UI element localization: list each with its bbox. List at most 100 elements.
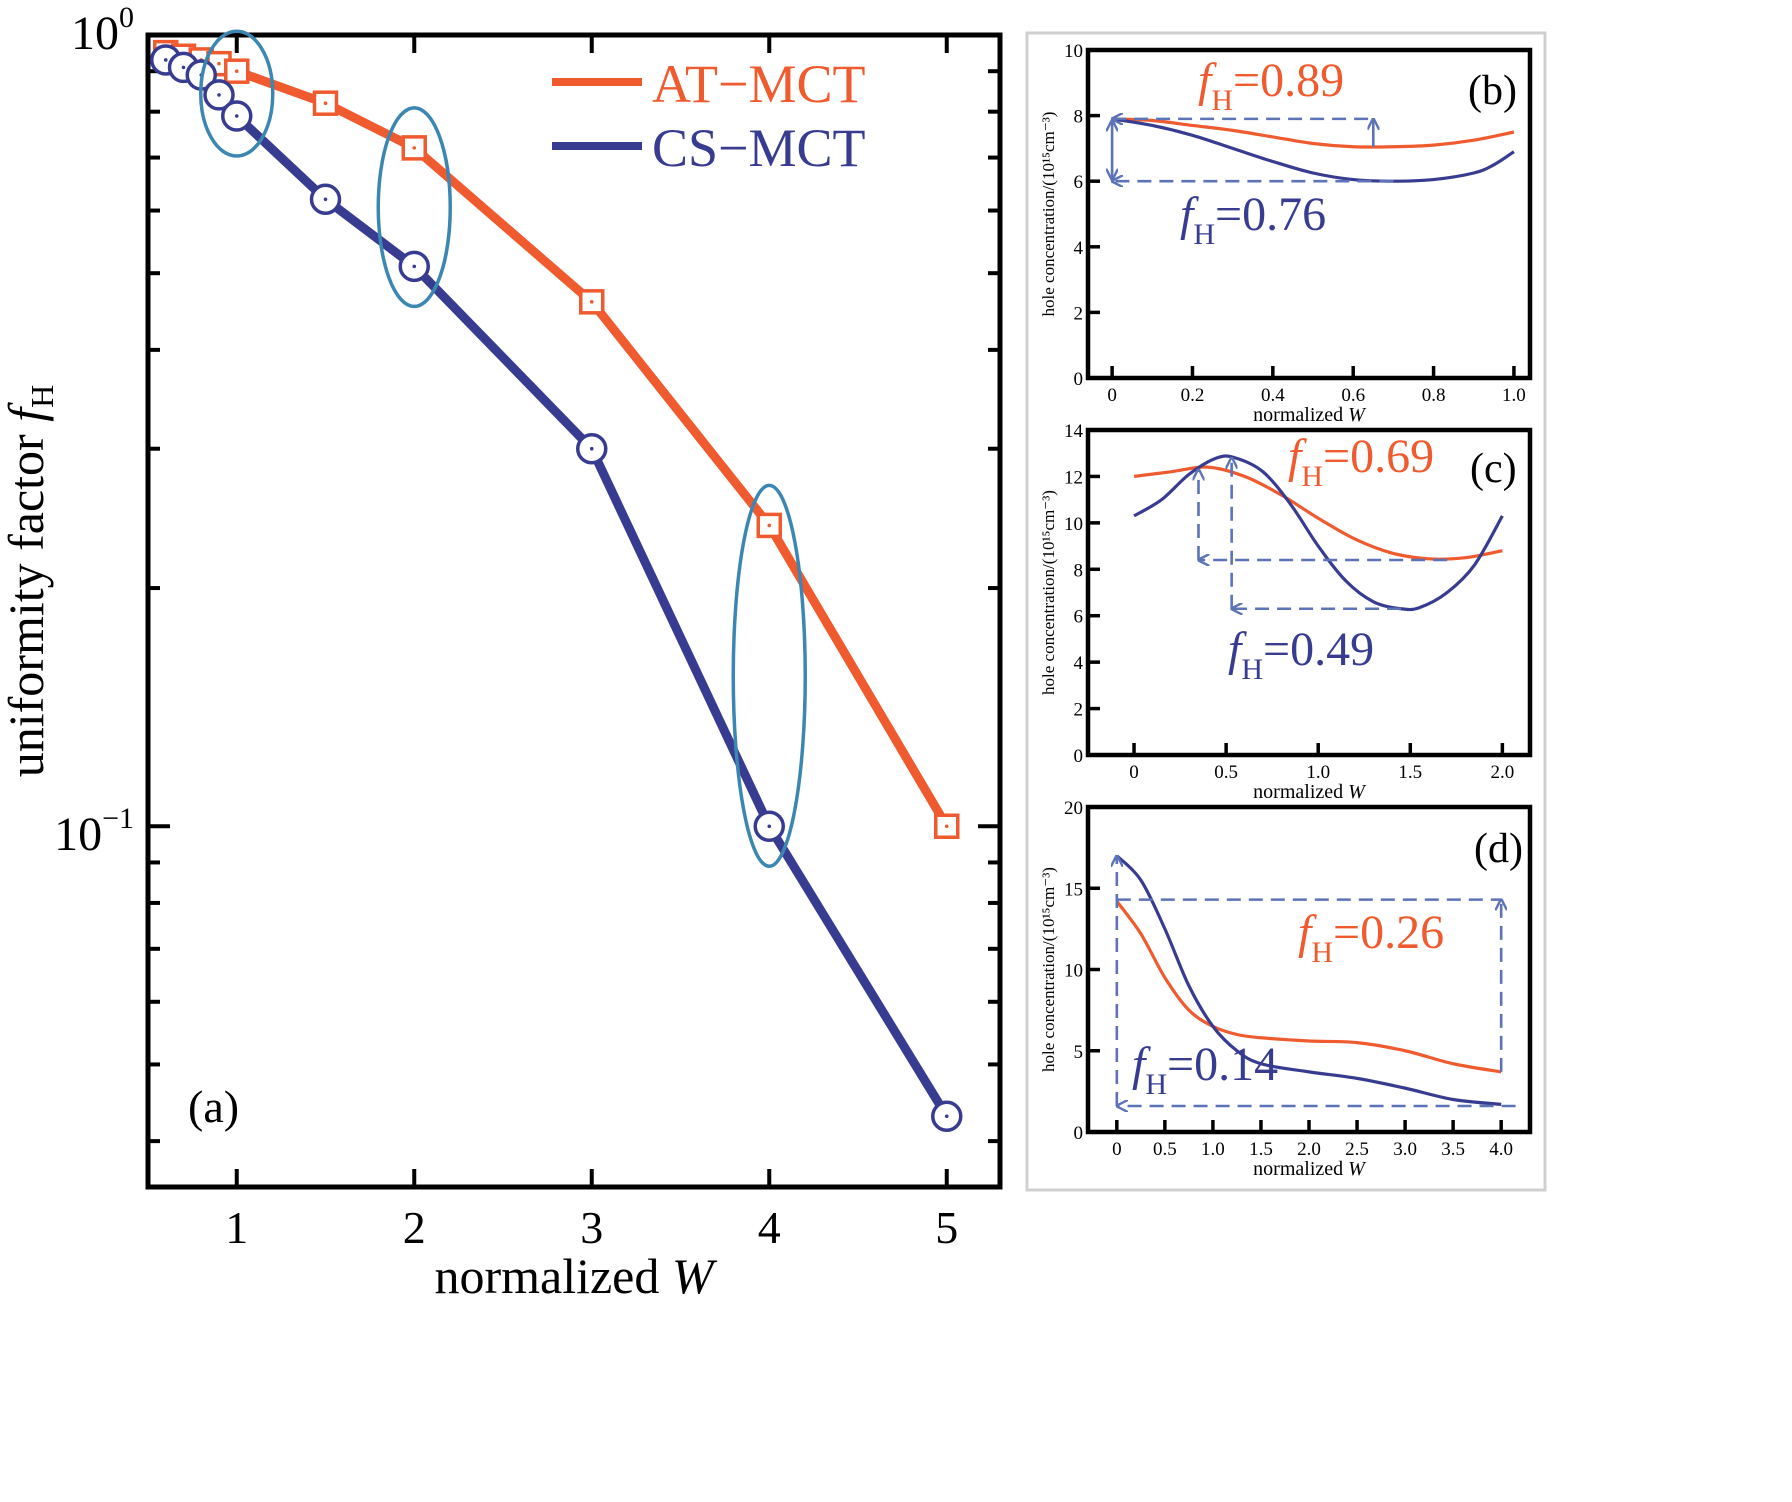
x-tick-label-d: 1.5 xyxy=(1249,1139,1273,1160)
y-tick-label-b: 4 xyxy=(1074,238,1084,259)
marker-dot xyxy=(412,264,417,269)
y-tick-label-d: 20 xyxy=(1064,798,1083,819)
panel-label-a: (a) xyxy=(188,1081,239,1132)
x-tick-label-c: 0.5 xyxy=(1214,762,1238,783)
marker-dot xyxy=(767,523,772,528)
legend-label-1: CS−MCT xyxy=(652,118,866,178)
x-tick-label-a: 5 xyxy=(935,1202,958,1253)
marker-dot xyxy=(234,69,239,74)
y-tick-label-d: 5 xyxy=(1074,1042,1084,1063)
panel-label-c: (c) xyxy=(1470,446,1517,492)
x-tick-label-b: 1.0 xyxy=(1502,385,1526,406)
panel-label-d: (d) xyxy=(1474,826,1523,872)
y-axis-label-d: hole concentration/(10¹⁵cm⁻³) xyxy=(1039,867,1058,1072)
plot-frame-c xyxy=(1085,427,1533,758)
series-line-1 xyxy=(164,55,951,1119)
x-axis-label-text: normalized xyxy=(434,1248,671,1304)
y-tick-label-a: 10−1 xyxy=(54,802,134,861)
panel-d: 0 0.5 1.0 1.5 2.0 2.5 3.0 3.5 4.0 0 5 10 15 20 normali… xyxy=(1039,798,1533,1180)
highlight-ellipse xyxy=(376,106,452,309)
x-tick-label-a: 1 xyxy=(225,1202,248,1253)
marker-dot xyxy=(767,824,772,829)
x-tick-label-b: 0.4 xyxy=(1261,385,1285,406)
fh-value: =0.49 xyxy=(1263,623,1374,676)
fh-annotation-c-1: fH=0.49 xyxy=(1228,623,1374,686)
x-tick-label-b: 0.6 xyxy=(1341,385,1365,406)
fh-annotation-b-0: fH=0.89 xyxy=(1198,54,1344,117)
y-axis-label-text: uniformity factor xyxy=(0,422,54,777)
subpanel-frame xyxy=(1025,31,1547,1192)
y-tick-label-c: 14 xyxy=(1064,421,1084,442)
series-curve-d-1 xyxy=(1115,854,1502,1106)
x-tick-label-d: 2.0 xyxy=(1297,1139,1321,1160)
y-axis-label-b: hole concentration/(10¹⁵cm⁻³) xyxy=(1039,112,1058,317)
marker-dot xyxy=(234,114,239,118)
fh-value: =0.14 xyxy=(1167,1038,1278,1091)
x-tick-label-c: 0 xyxy=(1129,762,1139,783)
x-tick-label-d: 0.5 xyxy=(1153,1139,1177,1160)
plot-frame-a xyxy=(145,32,1003,1190)
y-tick-label-c: 4 xyxy=(1074,653,1084,674)
marker-dot xyxy=(944,1114,949,1119)
marker-dot xyxy=(589,300,594,304)
marker-dot xyxy=(944,824,949,829)
x-tick-label-d: 3.0 xyxy=(1393,1139,1417,1160)
x-tick-label-a: 2 xyxy=(403,1202,426,1253)
highlight-ellipse xyxy=(199,29,275,158)
marker-dot xyxy=(181,65,186,70)
x-axis-label-var: W xyxy=(1348,1158,1367,1180)
marker-dot xyxy=(217,93,221,97)
series-curve-c-1 xyxy=(1133,454,1504,612)
series-curve-b-0 xyxy=(1112,117,1515,149)
y-axis-label-a: uniformity factor fH xyxy=(0,385,60,777)
fh-sub: H xyxy=(1311,936,1333,969)
fh-annotation-d-1: fH=0.14 xyxy=(1132,1038,1278,1101)
y-tick-label-b: 6 xyxy=(1074,172,1084,193)
x-tick-label-d: 0 xyxy=(1112,1139,1122,1160)
x-axis-label-a: normalized W xyxy=(434,1248,717,1304)
x-axis-label-var: W xyxy=(672,1248,718,1304)
fh-sub: H xyxy=(1301,460,1323,493)
y-tick-label-d: 10 xyxy=(1064,961,1083,982)
x-axis-label-c: normalized W xyxy=(1253,781,1367,803)
y-tick-base: 10 xyxy=(54,808,102,861)
x-axis-label-text: normalized xyxy=(1253,1158,1348,1180)
y-tick-label-b: 2 xyxy=(1074,303,1084,324)
fh-annotation-c-0: fH=0.69 xyxy=(1288,430,1434,493)
series-curve-d-0 xyxy=(1115,900,1502,1074)
y-axis-label-c: hole concentration/(10¹⁵cm⁻³) xyxy=(1039,490,1058,695)
x-tick-label-d: 1.0 xyxy=(1201,1139,1225,1160)
y-tick-exp: 0 xyxy=(119,1,134,34)
y-tick-label-c: 10 xyxy=(1064,514,1083,535)
plot-frame-b xyxy=(1085,47,1533,381)
y-tick-exp: −1 xyxy=(102,802,134,835)
x-axis-label-var: W xyxy=(1348,781,1367,803)
fh-sub: H xyxy=(1211,84,1233,117)
marker-dot xyxy=(323,101,328,105)
y-tick-label-b: 8 xyxy=(1074,107,1084,128)
x-tick-label-c: 1.5 xyxy=(1398,762,1422,783)
x-tick-label-c: 2.0 xyxy=(1491,762,1515,783)
fh-value: =0.69 xyxy=(1323,430,1434,483)
y-tick-label-c: 0 xyxy=(1074,746,1084,767)
y-tick-label-d: 15 xyxy=(1064,879,1083,900)
y-tick-label-b: 10 xyxy=(1064,41,1083,62)
series-curve-b-1 xyxy=(1111,117,1515,183)
y-tick-label-a: 100 xyxy=(71,1,134,60)
fh-value: =0.26 xyxy=(1333,906,1444,959)
marker-dot xyxy=(589,446,594,451)
marker-dot xyxy=(323,197,328,202)
fh-value: =0.89 xyxy=(1233,54,1344,107)
marker-dot xyxy=(217,61,221,66)
y-tick-label-b: 0 xyxy=(1074,369,1084,390)
x-tick-label-b: 0.2 xyxy=(1181,385,1205,406)
fh-value: =0.76 xyxy=(1215,188,1326,241)
x-tick-label-d: 2.5 xyxy=(1345,1139,1369,1160)
legend-label-0: AT−MCT xyxy=(652,54,865,114)
highlight-ellipse xyxy=(731,483,807,868)
x-tick-label-d: 4.0 xyxy=(1489,1139,1513,1160)
